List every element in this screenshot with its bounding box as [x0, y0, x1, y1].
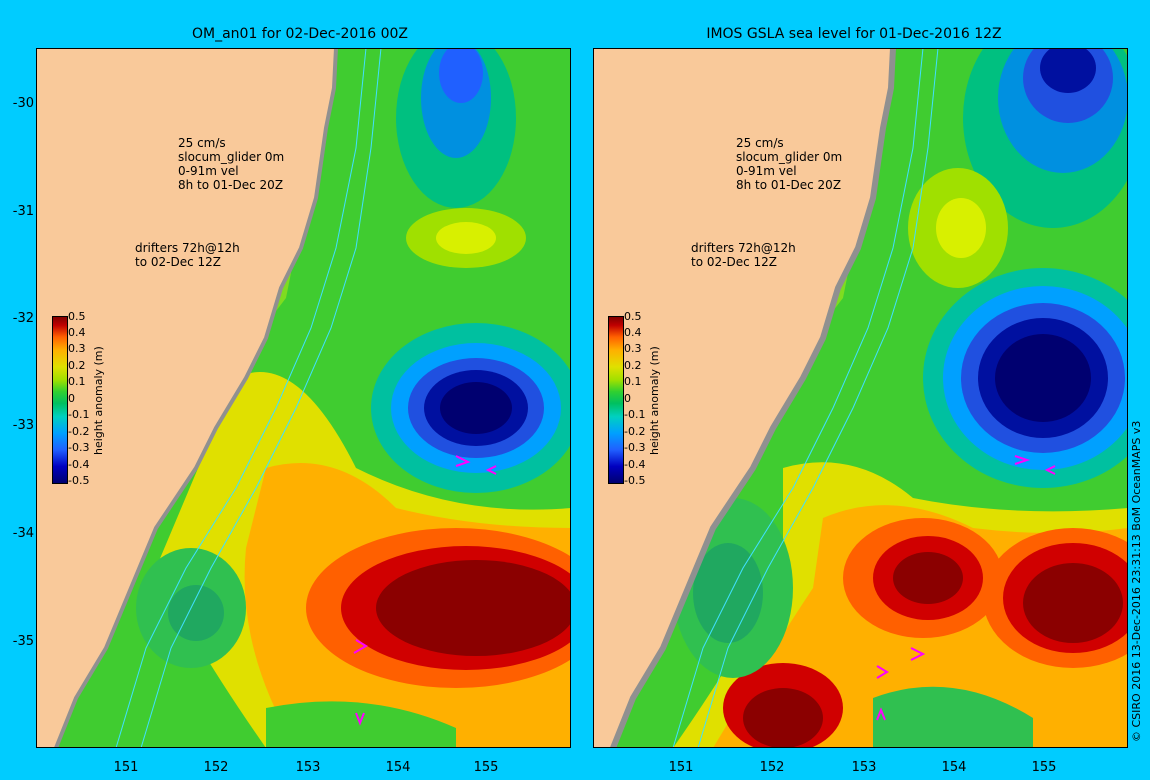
lat-tick: -30 — [12, 96, 34, 111]
cbar-tick: -0.4 — [68, 458, 90, 471]
cbar-tick: 0 — [624, 392, 631, 405]
cbar-tick: -0.4 — [624, 458, 646, 471]
cbar-tick: 0.1 — [68, 375, 86, 388]
left-legend-drifters1: drifters 72h@12h — [135, 241, 240, 255]
lat-tick: -31 — [12, 204, 34, 219]
cbar-tick: 0.2 — [68, 359, 86, 372]
cbar-tick: -0.5 — [624, 474, 646, 487]
right-map[interactable] — [593, 48, 1128, 748]
right-map-svg — [593, 48, 1128, 748]
cbar-tick: 0.3 — [624, 342, 642, 355]
left-legend-drifters2: to 02-Dec 12Z — [135, 255, 221, 269]
cbar-tick: -0.1 — [68, 408, 90, 421]
right-colorbar-label: height anomaly (m) — [648, 346, 661, 455]
right-legend-time: 8h to 01-Dec 20Z — [736, 178, 842, 192]
lon-tick: 153 — [295, 760, 321, 775]
cbar-tick: 0.5 — [68, 310, 86, 323]
lon-tick: 154 — [385, 760, 411, 775]
cbar-tick: -0.2 — [624, 425, 646, 438]
left-legend-vel: 0-91m vel — [178, 164, 239, 178]
right-legend-drifters2: to 02-Dec 12Z — [691, 255, 777, 269]
right-panel-title: IMOS GSLA sea level for 01-Dec-2016 12Z — [706, 26, 1002, 42]
cbar-tick: 0.4 — [624, 326, 642, 339]
left-colorbar — [52, 316, 68, 484]
cbar-tick: -0.3 — [68, 441, 90, 454]
lon-tick: 152 — [759, 760, 785, 775]
left-legend-time: 8h to 01-Dec 20Z — [178, 178, 284, 192]
cbar-tick: 0.5 — [624, 310, 642, 323]
lon-tick: 153 — [851, 760, 877, 775]
lon-tick: 151 — [113, 760, 139, 775]
cbar-tick: 0.3 — [68, 342, 86, 355]
left-map[interactable] — [36, 48, 571, 748]
cbar-tick: 0.1 — [624, 375, 642, 388]
cbar-tick: -0.5 — [68, 474, 90, 487]
left-map-svg — [36, 48, 571, 748]
lat-tick: -32 — [12, 311, 34, 326]
cbar-tick: -0.1 — [624, 408, 646, 421]
credit-text: © CSIRO 2016 13-Dec-2016 23:31:13 BoM Oc… — [1130, 420, 1143, 742]
right-legend-drifters1: drifters 72h@12h — [691, 241, 796, 255]
cbar-tick: -0.2 — [68, 425, 90, 438]
lon-tick: 155 — [473, 760, 499, 775]
cbar-tick: 0.2 — [624, 359, 642, 372]
cbar-tick: -0.3 — [624, 441, 646, 454]
lat-tick: -35 — [12, 634, 34, 649]
lat-tick: -33 — [12, 418, 34, 433]
cbar-tick: 0.4 — [68, 326, 86, 339]
right-legend-glider: slocum_glider 0m — [736, 150, 843, 164]
right-legend-scale: 25 cm/s — [736, 136, 784, 150]
right-colorbar — [608, 316, 624, 484]
lon-tick: 155 — [1031, 760, 1057, 775]
left-legend-scale: 25 cm/s — [178, 136, 226, 150]
left-legend-glider: slocum_glider 0m — [178, 150, 285, 164]
cbar-tick: 0 — [68, 392, 75, 405]
right-legend-vel: 0-91m vel — [736, 164, 797, 178]
left-panel-title: OM_an01 for 02-Dec-2016 00Z — [191, 26, 408, 42]
lon-tick: 151 — [668, 760, 694, 775]
left-colorbar-label: height anomaly (m) — [92, 346, 105, 455]
lat-tick: -34 — [12, 526, 34, 541]
lon-tick: 154 — [941, 760, 967, 775]
lon-tick: 152 — [203, 760, 229, 775]
